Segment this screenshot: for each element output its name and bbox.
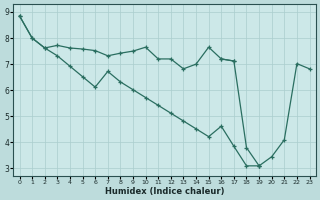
X-axis label: Humidex (Indice chaleur): Humidex (Indice chaleur)	[105, 187, 224, 196]
